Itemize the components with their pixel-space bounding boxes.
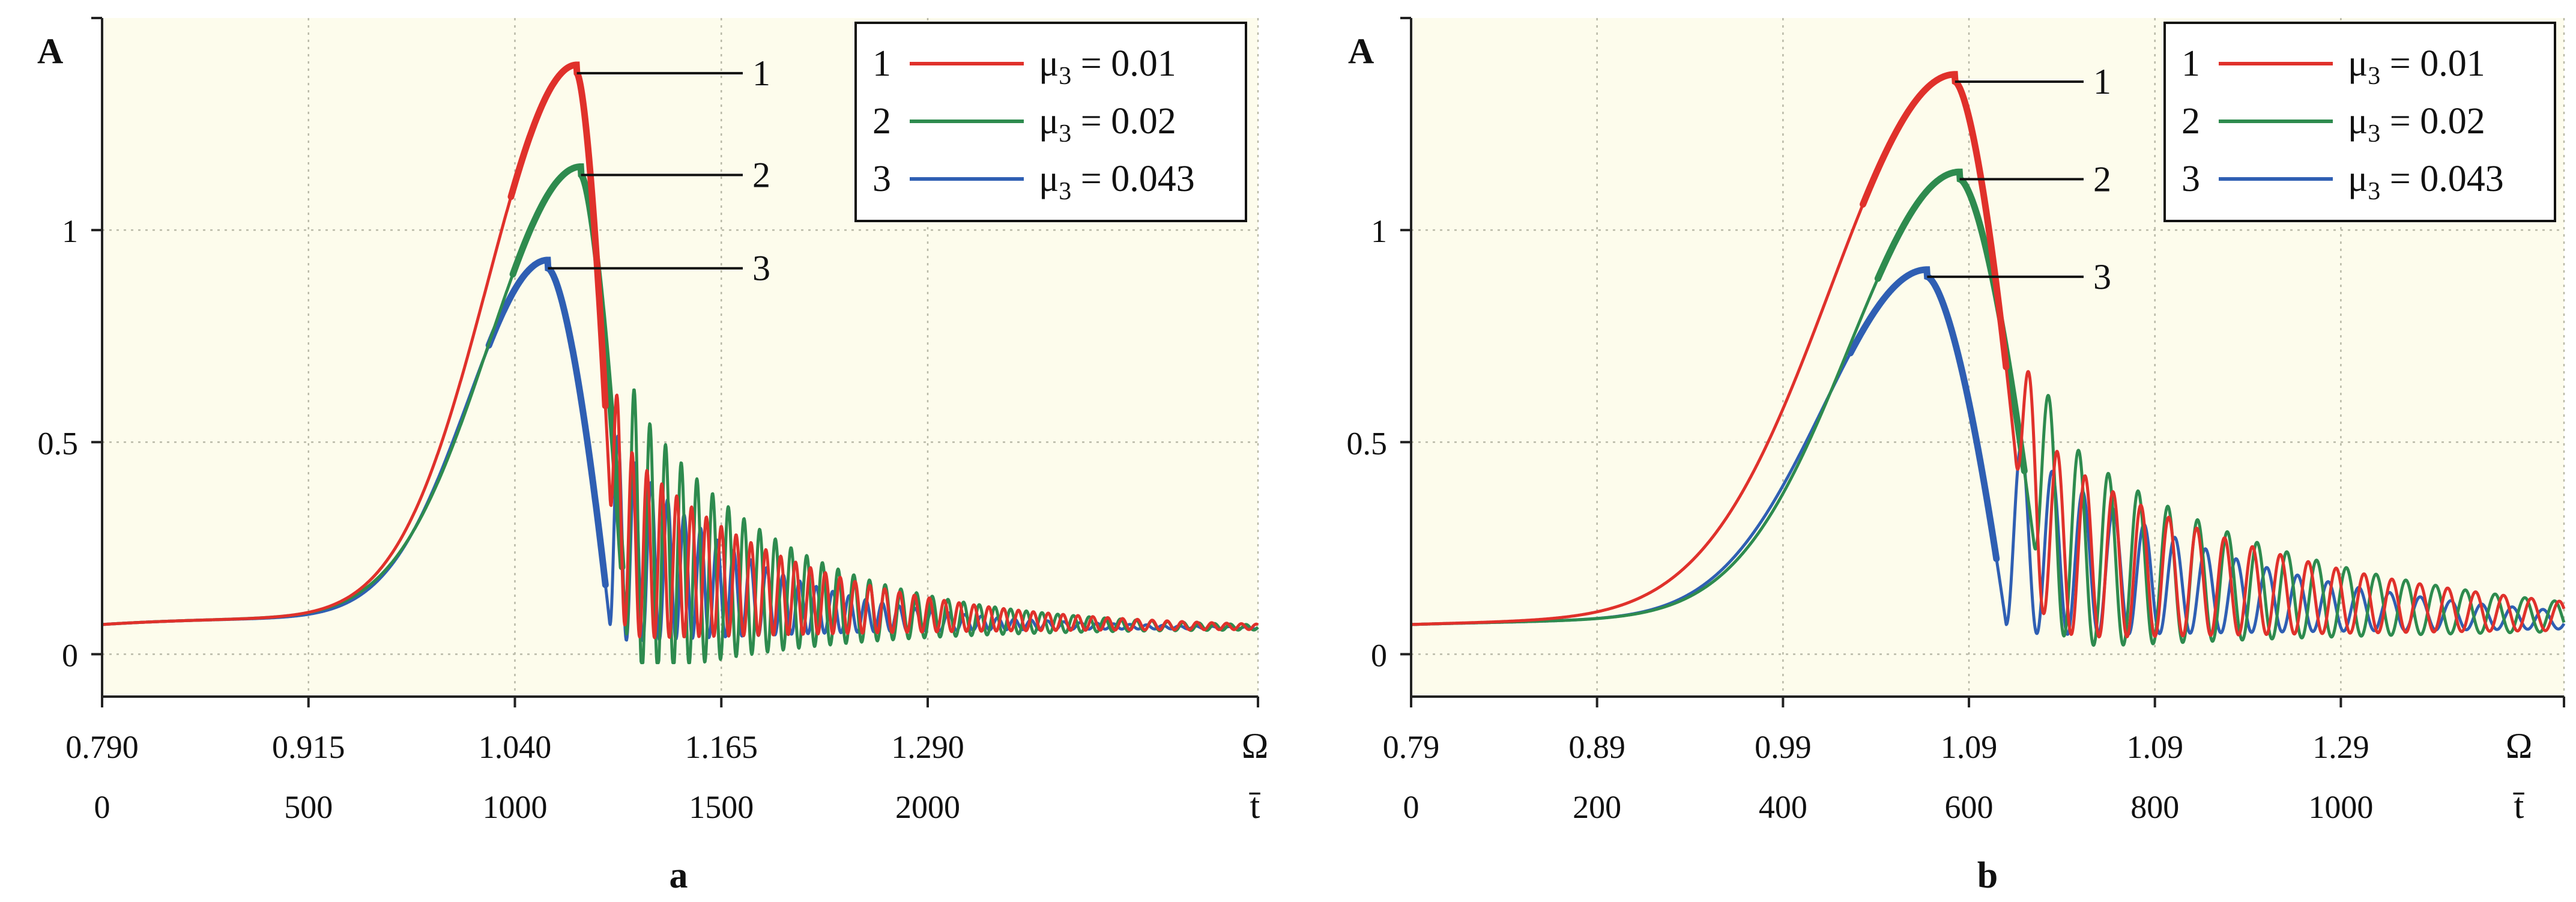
x-tick-label-t: 500 [284,789,333,825]
y-tick-label: 0 [1371,637,1387,673]
y-tick-label: 1 [62,213,78,249]
series-peak-3 [1847,266,2000,562]
legend-number-1: 1 [872,43,891,84]
x-tick-label-t: 0 [94,789,110,825]
callouts-b: 1 2 3 [1927,62,2111,297]
x-tick-label-omega: 0.89 [1568,729,1625,765]
callout-label-2: 2 [2093,159,2111,199]
x-tick-label-t: 200 [1573,789,1621,825]
x-tick-label-omega: 0.99 [1755,729,1812,765]
x-tick-label-t: 1000 [483,789,548,825]
x-tick-label-t: 600 [1945,789,1994,825]
x-tick-label-t: 1500 [689,789,754,825]
callout-label-1: 1 [752,53,770,93]
y-tick-label: 0 [62,637,78,673]
legend-label-1: μ3 = 0.01 [2348,43,2485,90]
x-tick-label-omega: 0.790 [65,729,139,765]
series-line-1 [101,63,1259,640]
x-tick-label-t: 800 [2130,789,2179,825]
callout-label-1: 1 [2093,62,2111,101]
legend-number-2: 2 [2181,101,2200,142]
callouts-a: 1 2 3 [548,53,770,288]
x-tick-label-omega: 0.915 [272,729,345,765]
y-tick-label: 0.5 [38,425,79,461]
callout-label-3: 3 [2093,257,2111,297]
legend-number-3: 3 [2181,159,2200,199]
x-tick-label-t: 400 [1759,789,1807,825]
y-tick-label: 1 [1371,213,1387,249]
legend-label-1: μ3 = 0.01 [1039,43,1176,90]
legend-label-2: μ3 = 0.02 [1039,101,1176,148]
x-tick-label-omega: 1.290 [891,729,964,765]
legend-label-2: μ3 = 0.02 [2348,101,2485,148]
ticks-b: 0 0.5 1 0.79 0 0.89 200 0.99 400 1.09 600 1.09 800 1.… [1347,17,2565,825]
legend-number-1: 1 [2181,43,2200,84]
x-tick-label-t: 0 [1403,789,1420,825]
panel-b: 0 0.5 1 0.79 0 0.89 200 0.99 400 1.09 600 1.09 800 1.… [1347,17,2566,896]
x-tick-label-omega: 1.040 [479,729,552,765]
legend-a: 1 μ3 = 0.01 2 μ3 = 0.02 3 μ3 = 0.043 [854,22,1247,222]
x-axis-label-t-a: t̄ [1249,786,1261,826]
series-lines-a [101,61,1259,664]
y-tick-label: 0.5 [1347,425,1388,461]
x-tick-label-omega: 0.79 [1383,729,1440,765]
x-axis-label-omega-b: Ω [2506,726,2533,766]
legend-label-3: μ3 = 0.043 [2348,159,2504,205]
x-tick-label-omega: 1.09 [2126,729,2183,765]
x-tick-label-t: 1000 [2308,789,2373,825]
x-tick-label-omega: 1.29 [2312,729,2369,765]
panel-a: 0 0.5 1 0.790 0 0.915 500 1.040 1000 1.165 1500 1.2… [37,17,1269,896]
legend-label-3: μ3 = 0.043 [1039,159,1195,205]
callout-label-2: 2 [752,155,770,195]
series-peak-3 [485,256,609,589]
callout-label-3: 3 [752,249,770,288]
y-axis-label-a: A [37,31,63,71]
x-axis-label-t-b: t̄ [2513,786,2525,826]
y-axis-label-b: A [1348,31,1374,71]
x-tick-label-omega: 1.165 [685,729,758,765]
legend-number-3: 3 [872,159,891,199]
x-axis-label-omega-a: Ω [1242,726,1269,766]
panel-label-a: a [670,855,688,896]
x-tick-label-t: 2000 [895,789,960,825]
series-peak-1 [1860,71,2010,371]
series-lines-b [1410,71,2566,647]
x-tick-label-omega: 1.09 [1941,729,1998,765]
series-peak-1 [507,61,609,410]
legend-number-2: 2 [872,101,891,142]
legend-b: 1 μ3 = 0.01 2 μ3 = 0.02 3 μ3 = 0.043 [2163,22,2556,222]
panel-label-b: b [1977,855,1998,896]
ticks-a: 0 0.5 1 0.790 0 0.915 500 1.040 1000 1.165 1500 1.2… [38,17,1259,825]
